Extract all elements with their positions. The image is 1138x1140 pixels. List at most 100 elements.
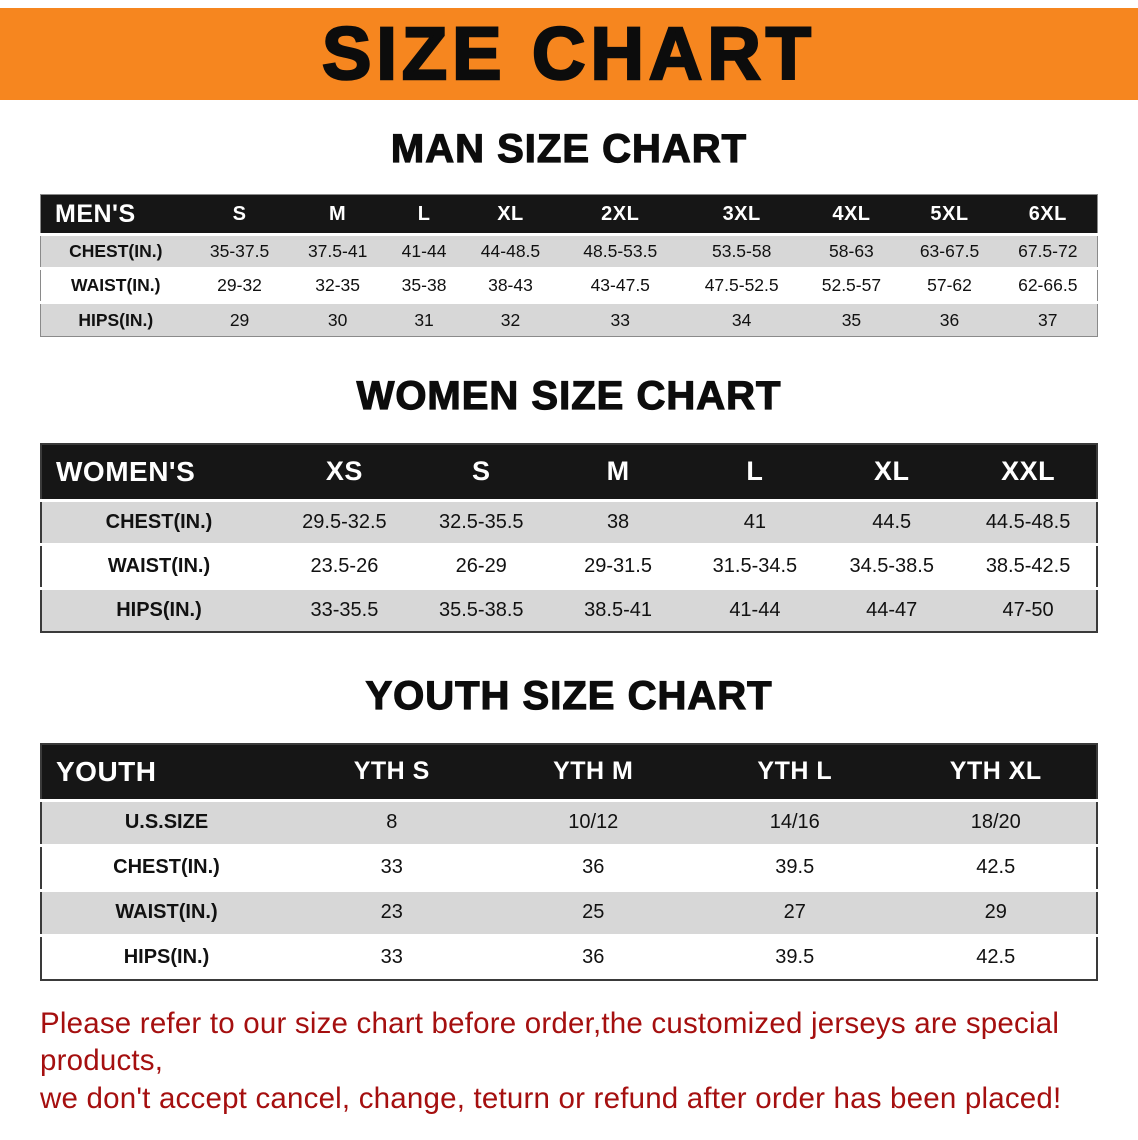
- size-value-cell: 33: [380, 946, 403, 969]
- size-value-cell: 63-67.5: [919, 241, 980, 261]
- row-label: U.S.SIZE: [124, 811, 209, 833]
- size-value-cell: 52.5-57: [821, 275, 882, 295]
- measurement-row: HIPS(IN.) 33 36 39.5 42.5: [41, 935, 1097, 980]
- men-section-heading: MAN SIZE CHART: [390, 126, 748, 171]
- size-column-header: L: [686, 444, 824, 500]
- size-column-header: YTH L: [694, 744, 896, 800]
- size-value-cell: 18/20: [970, 811, 1021, 833]
- size-value-cell: 42.5: [976, 946, 1016, 969]
- banner: SIZE CHART: [0, 8, 1138, 100]
- size-column-header: XXL: [960, 444, 1097, 500]
- size-value-cell: 10/12: [568, 811, 619, 833]
- row-label: WAIST(IN.): [71, 275, 161, 295]
- men-section: MAN SIZE CHART MEN'S S M L XL 2XL 3XL 4XL 5XL 6XL…: [0, 126, 1138, 337]
- row-label: HIPS(IN.): [123, 946, 210, 969]
- row-label: WAIST(IN.): [115, 901, 218, 923]
- size-value-cell: 38.5-42.5: [985, 554, 1071, 577]
- size-value-cell: 37.5-41: [307, 241, 368, 261]
- size-value-cell: 38.5-41: [584, 598, 652, 621]
- row-label: HIPS(IN.): [78, 309, 154, 330]
- size-value-cell: 67.5-72: [1018, 241, 1078, 261]
- size-value-cell: 25: [582, 901, 605, 923]
- header-row: MEN'S S M L XL 2XL 3XL 4XL 5XL 6XL: [40, 194, 1098, 235]
- size-value-cell: 58-63: [829, 241, 874, 261]
- youth-size-table: YOUTH YTH S YTH M YTH L YTH XL U.S.SIZE 8 10/12…: [40, 743, 1098, 981]
- size-value-cell: 33-35.5: [310, 598, 379, 621]
- size-value-cell: 27: [783, 901, 806, 923]
- size-value-cell: 38: [606, 510, 630, 533]
- size-value-cell: 23.5-26: [310, 554, 379, 577]
- measurement-row: CHEST(IN.) 35-37.5 37.5-41 41-44 44-48.5 48.5…: [40, 234, 1098, 269]
- women-size-table: WOMEN'S XS S M L XL XXL CHEST(IN.) 29.5-32.5 32.5…: [40, 443, 1098, 633]
- table-title-cell: YOUTH: [41, 744, 291, 800]
- size-value-cell: 44-47: [866, 598, 918, 621]
- disclaimer-line-2: we don't accept cancel, change, teturn o…: [40, 1081, 1062, 1115]
- measurement-row: WAIST(IN.) 23 25 27 29: [41, 890, 1097, 935]
- row-label: WAIST(IN.): [107, 554, 211, 577]
- size-value-cell: 31.5-34.5: [712, 554, 798, 577]
- size-column-header: 6XL: [998, 194, 1098, 235]
- table-title-cell: MEN'S: [40, 194, 191, 235]
- size-value-cell: 32-35: [315, 275, 361, 295]
- size-value-cell: 35: [841, 309, 862, 330]
- size-value-cell: 34: [731, 309, 752, 330]
- size-value-cell: 62-66.5: [1018, 275, 1078, 295]
- size-value-cell: 35-37.5: [209, 241, 270, 261]
- size-column-header: M: [288, 194, 387, 235]
- size-value-cell: 30: [327, 309, 348, 330]
- size-value-cell: 57-62: [927, 275, 972, 295]
- size-column-header: YTH S: [291, 744, 493, 800]
- size-value-cell: 42.5: [976, 856, 1016, 878]
- size-value-cell: 53.5-58: [711, 241, 772, 261]
- size-column-header: 4XL: [802, 194, 901, 235]
- size-column-header: S: [412, 444, 550, 500]
- youth-section-heading: YOUTH SIZE CHART: [365, 673, 773, 718]
- men-size-table: MEN'S S M L XL 2XL 3XL 4XL 5XL 6XL CHEST(IN.) 35-37…: [40, 194, 1098, 337]
- size-value-cell: 44-48.5: [480, 241, 541, 261]
- size-value-cell: 36: [582, 856, 605, 878]
- size-column-header: 2XL: [559, 194, 681, 235]
- size-column-header: 3XL: [680, 194, 803, 235]
- header-row: WOMEN'S XS S M L XL XXL: [41, 444, 1097, 500]
- size-value-cell: 33: [610, 309, 630, 330]
- size-value-cell: 14/16: [769, 811, 820, 833]
- measurement-row: CHEST(IN.) 33 36 39.5 42.5: [41, 845, 1097, 890]
- size-value-cell: 47.5-52.5: [704, 275, 779, 295]
- measurement-row: HIPS(IN.) 33-35.5 35.5-38.5 38.5-41 41-44 44-…: [41, 588, 1097, 632]
- size-value-cell: 32.5-35.5: [438, 510, 524, 533]
- size-value-cell: 29: [229, 309, 250, 330]
- size-column-header: L: [386, 194, 462, 235]
- size-column-header: YTH M: [492, 744, 694, 800]
- youth-section: YOUTH SIZE CHART YOUTH YTH S YTH M YTH L YTH…: [0, 673, 1138, 981]
- row-label: CHEST(IN.): [105, 510, 213, 533]
- table-title-cell: WOMEN'S: [41, 444, 276, 500]
- size-value-cell: 33: [380, 856, 403, 878]
- size-value-cell: 48.5-53.5: [583, 241, 658, 261]
- size-value-cell: 47-50: [1002, 598, 1054, 621]
- disclaimer-line-1: Please refer to our size chart before or…: [40, 1007, 1060, 1078]
- measurement-row: CHEST(IN.) 29.5-32.5 32.5-35.5 38 41 44.5 44.5…: [41, 500, 1097, 544]
- size-value-cell: 44.5-48.5: [985, 510, 1071, 533]
- size-value-cell: 41-44: [729, 598, 781, 621]
- size-value-cell: 39.5: [775, 946, 815, 969]
- size-column-header: 5XL: [900, 194, 999, 235]
- size-value-cell: 41: [743, 510, 767, 533]
- size-value-cell: 44.5: [872, 510, 912, 533]
- size-value-cell: 29-31.5: [584, 554, 652, 577]
- size-value-cell: 32: [500, 309, 521, 330]
- women-section: WOMEN SIZE CHART WOMEN'S XS S M L XL XXL CHEST(…: [0, 373, 1138, 633]
- size-value-cell: 29-32: [217, 275, 262, 295]
- size-value-cell: 37: [1038, 309, 1058, 330]
- measurement-row: WAIST(IN.) 29-32 32-35 35-38 38-43 43-47.5 47.…: [40, 268, 1098, 303]
- size-value-cell: 35-38: [401, 275, 447, 295]
- size-value-cell: 29.5-32.5: [302, 510, 387, 533]
- header-row: YOUTH YTH S YTH M YTH L YTH XL: [41, 744, 1097, 800]
- measurement-row: U.S.SIZE 8 10/12 14/16 18/20: [41, 800, 1097, 845]
- page-title: SIZE CHART: [321, 12, 816, 95]
- size-value-cell: 31: [414, 309, 434, 330]
- measurement-row: WAIST(IN.) 23.5-26 26-29 29-31.5 31.5-34.5 34…: [41, 544, 1097, 588]
- size-column-header: XL: [461, 194, 560, 235]
- size-value-cell: 29: [984, 901, 1007, 923]
- size-value-cell: 8: [386, 811, 398, 833]
- size-column-header: XL: [823, 444, 961, 500]
